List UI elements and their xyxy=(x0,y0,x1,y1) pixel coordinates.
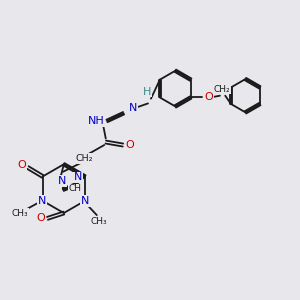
Text: O: O xyxy=(37,213,45,224)
Text: N: N xyxy=(74,172,82,182)
Text: NH: NH xyxy=(88,116,104,126)
Text: CH₂: CH₂ xyxy=(213,85,230,94)
Text: CH₃: CH₃ xyxy=(11,209,28,218)
Text: O: O xyxy=(125,140,134,150)
Text: N: N xyxy=(38,196,46,206)
Text: CH₂: CH₂ xyxy=(76,154,93,163)
Text: O: O xyxy=(17,160,26,170)
Text: H: H xyxy=(142,86,151,97)
Text: N: N xyxy=(81,196,90,206)
Text: CH₃: CH₃ xyxy=(91,217,107,226)
Text: N: N xyxy=(129,103,137,113)
Text: O: O xyxy=(204,92,213,103)
Text: CH: CH xyxy=(69,184,82,193)
Text: N: N xyxy=(58,176,66,186)
